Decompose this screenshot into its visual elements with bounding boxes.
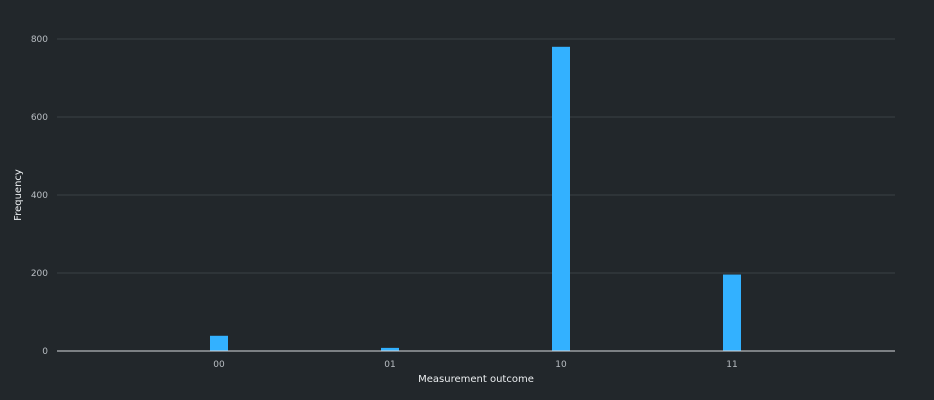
x-axis-title: Measurement outcome <box>418 374 534 385</box>
y-tick-label: 200 <box>31 269 48 279</box>
y-axis-title: Frequency <box>13 169 24 221</box>
y-tick-label: 400 <box>31 191 48 201</box>
bar-00 <box>210 335 228 351</box>
bars <box>210 46 741 352</box>
y-tick-label: 800 <box>31 35 48 45</box>
x-tick-label: 01 <box>384 360 395 370</box>
x-tick-label: 11 <box>726 360 737 370</box>
y-tick-label: 0 <box>42 347 48 357</box>
x-tick-label: 00 <box>213 360 225 370</box>
y-tick-label: 600 <box>31 113 48 123</box>
bar-11 <box>723 274 741 351</box>
gridlines <box>57 38 895 274</box>
y-tick-labels: 0 200 400 600 800 <box>31 35 48 357</box>
bar-01 <box>381 347 399 351</box>
x-tick-labels: 00 01 10 11 <box>213 360 737 370</box>
bar-10 <box>552 46 570 352</box>
x-tick-label: 10 <box>555 360 567 370</box>
